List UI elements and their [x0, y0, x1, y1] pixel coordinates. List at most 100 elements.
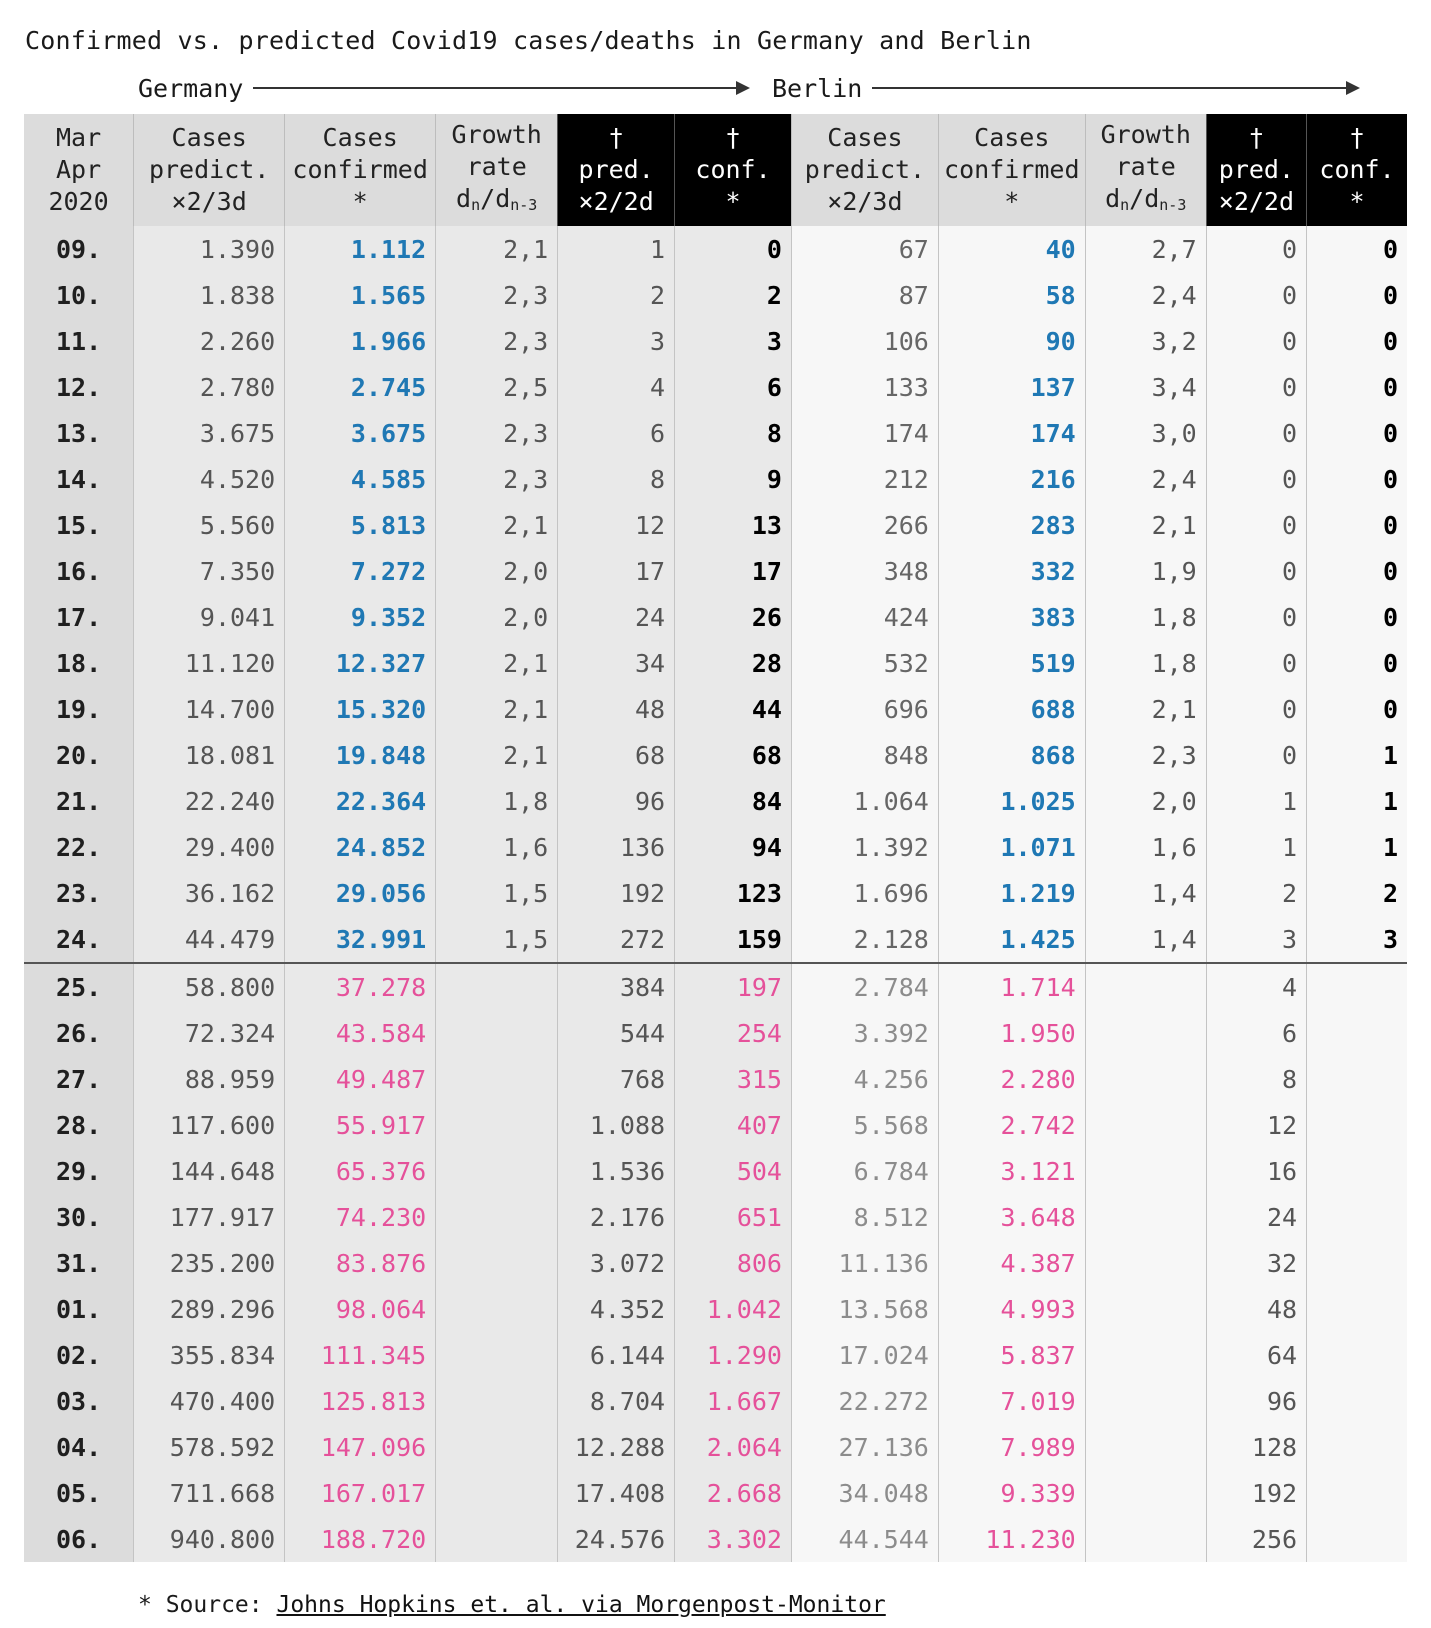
be-growth-cell: 2,0: [1084, 778, 1207, 824]
be-conf-cell: 1.425: [937, 916, 1086, 963]
header-line: Cases: [827, 123, 903, 152]
de-pred-cell: 235.200: [133, 1240, 285, 1286]
de-death-conf-cell: 1.042: [674, 1286, 792, 1332]
table-row: 15. 5.560 5.813 2,1 12 13 266 283 2,1 0 0: [24, 502, 1407, 548]
be-death-conf-cell: 0: [1306, 272, 1407, 318]
be-death-pred-cell: 12: [1205, 1102, 1307, 1148]
date-cell: 13.: [24, 410, 134, 456]
be-death-conf-cell: 1: [1306, 732, 1407, 778]
de-death-conf-cell: 806: [674, 1240, 792, 1286]
be-pred-cell: 1.392: [790, 824, 939, 870]
de-pred-cell: 88.959: [133, 1056, 285, 1102]
date-cell: 14.: [24, 456, 134, 502]
de-growth-cell: 1,6: [435, 824, 558, 870]
de-death-pred-cell: 68: [557, 732, 675, 778]
de-pred-cell: 940.800: [133, 1516, 285, 1562]
be-death-pred-cell: 0: [1205, 226, 1307, 272]
de-growth-cell: 1,5: [435, 916, 558, 963]
de-death-pred-cell: 1: [557, 226, 675, 272]
de-conf-cell: 98.064: [284, 1286, 436, 1332]
de-death-pred-cell: 12: [557, 502, 675, 548]
date-cell: 15.: [24, 502, 134, 548]
de-death-pred-cell: 2: [557, 272, 675, 318]
header-line: *: [725, 187, 741, 216]
be-death-conf-cell: [1306, 1332, 1407, 1378]
be-pred-cell: 848: [790, 732, 939, 778]
de-death-pred-cell: 17: [557, 548, 675, 594]
be-conf-cell: 383: [937, 594, 1086, 640]
date-cell: 16.: [24, 548, 134, 594]
be-death-conf-cell: 0: [1306, 318, 1407, 364]
be-pred-cell: 67: [790, 226, 939, 272]
be-death-pred-cell: 0: [1205, 364, 1307, 410]
table-row: 28. 117.600 55.917 1.088 407 5.568 2.742 12: [24, 1102, 1407, 1148]
be-growth-cell: [1084, 1056, 1207, 1102]
de-growth-cell: [435, 1010, 558, 1056]
de-conf-cell: 9.352: [284, 594, 436, 640]
de-death-conf-cell: 3.302: [674, 1516, 792, 1562]
header-line: conf.: [1319, 155, 1395, 184]
date-cell: 17.: [24, 594, 134, 640]
de-conf-cell: 32.991: [284, 916, 436, 963]
be-growth-cell: 2,4: [1084, 272, 1207, 318]
date-cell: 01.: [24, 1286, 134, 1332]
de-growth-cell: [435, 1056, 558, 1102]
de-conf-cell: 5.813: [284, 502, 436, 548]
be-pred-cell: 424: [790, 594, 939, 640]
de-conf-cell: 19.848: [284, 732, 436, 778]
date-cell: 02.: [24, 1332, 134, 1378]
be-pred-cell: 87: [790, 272, 939, 318]
be-growth-cell: [1084, 1424, 1207, 1470]
be-death-conf-cell: 0: [1306, 456, 1407, 502]
be-death-pred-cell: 24: [1205, 1194, 1307, 1240]
date-cell: 30.: [24, 1194, 134, 1240]
footnote-prefix: * Source:: [138, 1592, 277, 1618]
header-line: †: [725, 123, 741, 152]
source-link[interactable]: Johns Hopkins et. al. via Morgenpost-Mon…: [276, 1592, 886, 1618]
be-death-conf-cell: [1306, 1010, 1407, 1056]
de-growth-cell: [435, 1516, 558, 1562]
header-line: †: [608, 123, 624, 152]
be-death-pred-cell: 2: [1205, 870, 1307, 916]
date-cell: 06.: [24, 1516, 134, 1562]
be-death-conf-cell: [1306, 1286, 1407, 1332]
be-death-conf-cell: [1306, 1378, 1407, 1424]
be-growth-cell: 1,8: [1084, 594, 1207, 640]
table-body: 09. 1.390 1.112 2,1 1 0 67 40 2,7 0 0 10. 1.838 1.565…: [24, 226, 1407, 1562]
header-line: 2020: [48, 187, 109, 216]
de-conf-cell: 55.917: [284, 1102, 436, 1148]
header-line: ×2/2d: [578, 187, 654, 216]
table-row: 27. 88.959 49.487 768 315 4.256 2.280 8: [24, 1056, 1407, 1102]
table-row: 13. 3.675 3.675 2,3 6 8 174 174 3,0 0 0: [24, 410, 1407, 456]
be-death-pred-cell: 8: [1205, 1056, 1307, 1102]
de-growth-cell: 2,3: [435, 272, 558, 318]
be-pred-cell: 3.392: [790, 1010, 939, 1056]
be-death-pred-cell: 0: [1205, 272, 1307, 318]
be-growth-cell: 2,1: [1084, 686, 1207, 732]
de-pred-cell: 1.838: [133, 272, 285, 318]
de-death-pred-cell: 4.352: [557, 1286, 675, 1332]
be-growth-cell: 1,6: [1084, 824, 1207, 870]
be-death-conf-cell: 0: [1306, 686, 1407, 732]
be-death-conf-cell: 0: [1306, 226, 1407, 272]
de-death-pred-cell: 3: [557, 318, 675, 364]
be-growth-cell: [1084, 1194, 1207, 1240]
de-death-pred-cell: 24: [557, 594, 675, 640]
de-conf-cell: 4.585: [284, 456, 436, 502]
be-conf-cell: 174: [937, 410, 1086, 456]
de-death-pred-cell: 6.144: [557, 1332, 675, 1378]
be-death-pred-cell: 64: [1205, 1332, 1307, 1378]
de-pred-cell: 470.400: [133, 1378, 285, 1424]
table-row: 20. 18.081 19.848 2,1 68 68 848 868 2,3 0 1: [24, 732, 1407, 778]
de-death-pred-cell: 136: [557, 824, 675, 870]
de-growth-cell: [435, 1332, 558, 1378]
table-row: 22. 29.400 24.852 1,6 136 94 1.392 1.071 1,6 1 1: [24, 824, 1407, 870]
de-conf-cell: 12.327: [284, 640, 436, 686]
header-line: †: [1349, 123, 1365, 152]
be-death-conf-cell: 0: [1306, 594, 1407, 640]
header-line: pred.: [578, 155, 654, 184]
de-pred-cell: 177.917: [133, 1194, 285, 1240]
region-germany: Germany: [138, 70, 750, 106]
date-cell: 03.: [24, 1378, 134, 1424]
date-cell: 28.: [24, 1102, 134, 1148]
